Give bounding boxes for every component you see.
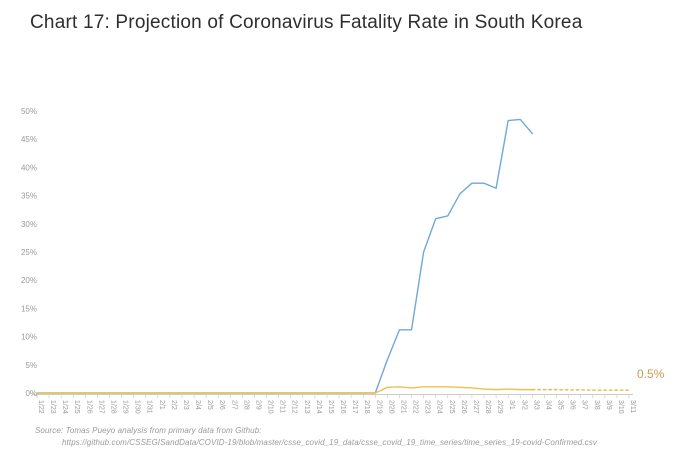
svg-text:3/4: 3/4 <box>544 400 551 410</box>
svg-text:2/4: 2/4 <box>194 400 201 410</box>
svg-text:2/18: 2/18 <box>363 400 370 414</box>
svg-text:1/25: 1/25 <box>73 400 80 414</box>
svg-text:3/1: 3/1 <box>508 400 515 410</box>
svg-text:15%: 15% <box>21 304 37 313</box>
svg-text:40%: 40% <box>21 163 37 172</box>
svg-text:1/26: 1/26 <box>85 400 92 414</box>
svg-text:2/14: 2/14 <box>315 400 322 414</box>
svg-text:1/28: 1/28 <box>109 400 116 414</box>
svg-text:10%: 10% <box>21 333 37 342</box>
svg-text:3/2: 3/2 <box>520 400 527 410</box>
svg-text:1/22: 1/22 <box>37 400 44 414</box>
svg-text:2/23: 2/23 <box>424 400 431 414</box>
svg-text:3/7: 3/7 <box>581 400 588 410</box>
svg-text:2/25: 2/25 <box>448 400 455 414</box>
svg-text:2/29: 2/29 <box>496 400 503 414</box>
svg-text:3/8: 3/8 <box>593 400 600 410</box>
svg-text:3/9: 3/9 <box>605 400 612 410</box>
svg-text:2/19: 2/19 <box>375 400 382 414</box>
svg-text:3/5: 3/5 <box>557 400 564 410</box>
svg-text:0%: 0% <box>25 389 37 398</box>
svg-text:2/28: 2/28 <box>484 400 491 414</box>
svg-text:2/17: 2/17 <box>351 400 358 414</box>
svg-text:1/30: 1/30 <box>134 400 141 414</box>
svg-text:1/23: 1/23 <box>49 400 56 414</box>
svg-text:50%: 50% <box>21 107 37 116</box>
svg-text:2/27: 2/27 <box>472 400 479 414</box>
svg-text:3/11: 3/11 <box>629 400 636 413</box>
svg-text:2/26: 2/26 <box>460 400 467 414</box>
svg-text:2/5: 2/5 <box>206 400 213 410</box>
chart-title: Chart 17: Projection of Coronavirus Fata… <box>30 12 583 33</box>
svg-text:3/6: 3/6 <box>569 400 576 410</box>
svg-text:3/10: 3/10 <box>617 400 624 414</box>
svg-text:2/22: 2/22 <box>412 400 419 414</box>
svg-text:1/29: 1/29 <box>122 400 129 414</box>
svg-text:2/20: 2/20 <box>387 400 394 414</box>
svg-text:2/1: 2/1 <box>158 400 165 410</box>
svg-text:25%: 25% <box>21 248 37 257</box>
svg-text:2/3: 2/3 <box>182 400 189 410</box>
svg-text:2/11: 2/11 <box>279 400 286 413</box>
svg-text:2/2: 2/2 <box>170 400 177 410</box>
svg-text:2/9: 2/9 <box>254 400 261 410</box>
svg-text:35%: 35% <box>21 192 37 201</box>
svg-text:1/27: 1/27 <box>97 400 104 414</box>
svg-text:20%: 20% <box>21 276 37 285</box>
svg-text:1/24: 1/24 <box>61 400 68 414</box>
svg-text:30%: 30% <box>21 220 37 229</box>
svg-text:2/8: 2/8 <box>242 400 249 410</box>
svg-text:1/31: 1/31 <box>146 400 153 414</box>
svg-text:2/6: 2/6 <box>218 400 225 410</box>
svg-text:45%: 45% <box>21 135 37 144</box>
svg-text:2/13: 2/13 <box>303 400 310 414</box>
source-url: https://github.com/CSSEGISandData/COVID-… <box>62 438 597 447</box>
svg-text:2/16: 2/16 <box>339 400 346 414</box>
source-line-1: Source: Tomas Pueyo analysis from primar… <box>35 426 262 435</box>
svg-text:2/21: 2/21 <box>399 400 406 414</box>
svg-text:2/15: 2/15 <box>327 400 334 414</box>
svg-text:5%: 5% <box>25 361 37 370</box>
svg-text:2/12: 2/12 <box>291 400 298 414</box>
svg-text:2/24: 2/24 <box>436 400 443 414</box>
svg-text:3/3: 3/3 <box>532 400 539 410</box>
svg-text:2/7: 2/7 <box>230 400 237 410</box>
half-percent-annotation: 0.5% <box>637 367 665 381</box>
svg-text:2/10: 2/10 <box>267 400 274 414</box>
